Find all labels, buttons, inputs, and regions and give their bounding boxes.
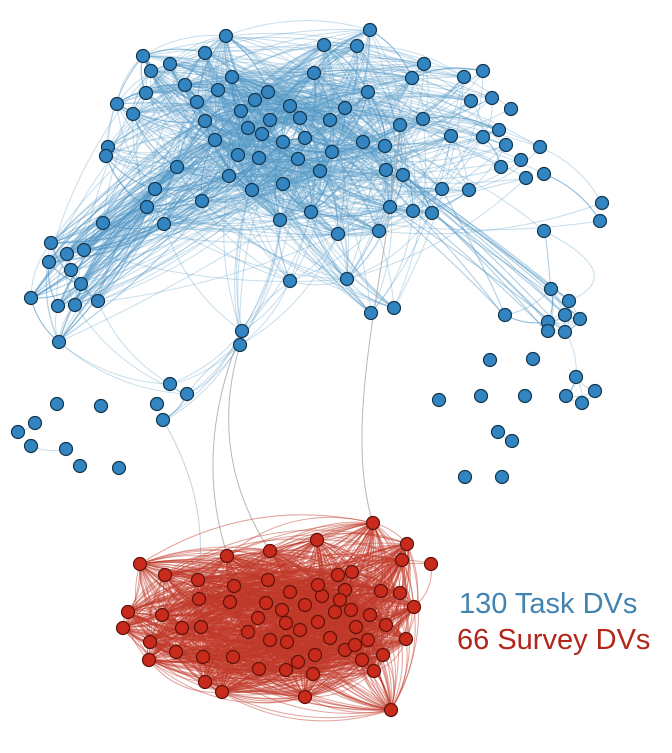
svg-text:130 Task DVs: 130 Task DVs [459,588,637,620]
svg-text:66 Survey DVs: 66 Survey DVs [457,624,650,656]
